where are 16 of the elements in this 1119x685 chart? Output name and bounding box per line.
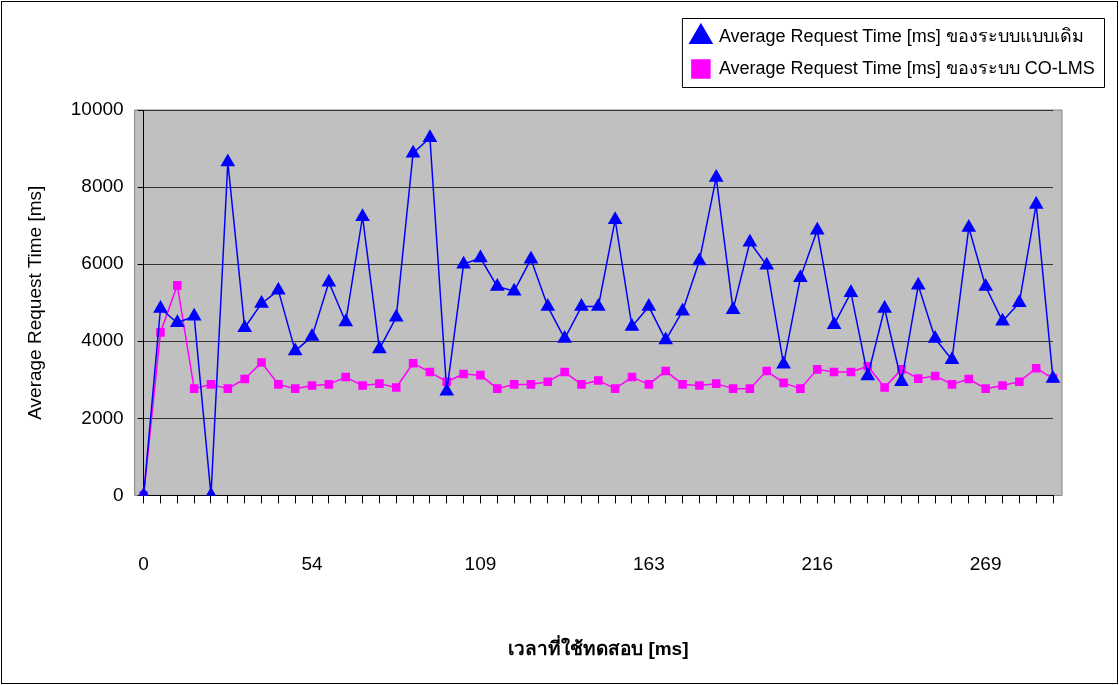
- y-axis-title: Average Request Time [ms]: [23, 185, 45, 420]
- x-tick-label: 0: [138, 553, 149, 575]
- y-tick-label: 0: [113, 483, 124, 505]
- y-tick-label: 10000: [70, 98, 124, 120]
- x-tick-label: 109: [464, 553, 497, 575]
- y-tick-label: 6000: [81, 252, 124, 274]
- x-axis-title: เวลาที่ใช้ทดสอบ [ms]: [508, 634, 689, 659]
- x-tick-label: 269: [969, 553, 1002, 575]
- y-tick-label: 2000: [81, 406, 124, 428]
- x-tick-label: 54: [301, 553, 324, 575]
- x-tick-label: 163: [632, 553, 665, 575]
- x-tick-label: 216: [801, 553, 834, 575]
- y-tick-label: 8000: [81, 175, 124, 197]
- legend-label: Average Request Time [ms] ของระบบ CO-LMS: [718, 57, 1095, 78]
- legend-label: Average Request Time [ms] ของระบบแบบเดิม: [718, 25, 1084, 46]
- y-tick-label: 4000: [81, 329, 124, 351]
